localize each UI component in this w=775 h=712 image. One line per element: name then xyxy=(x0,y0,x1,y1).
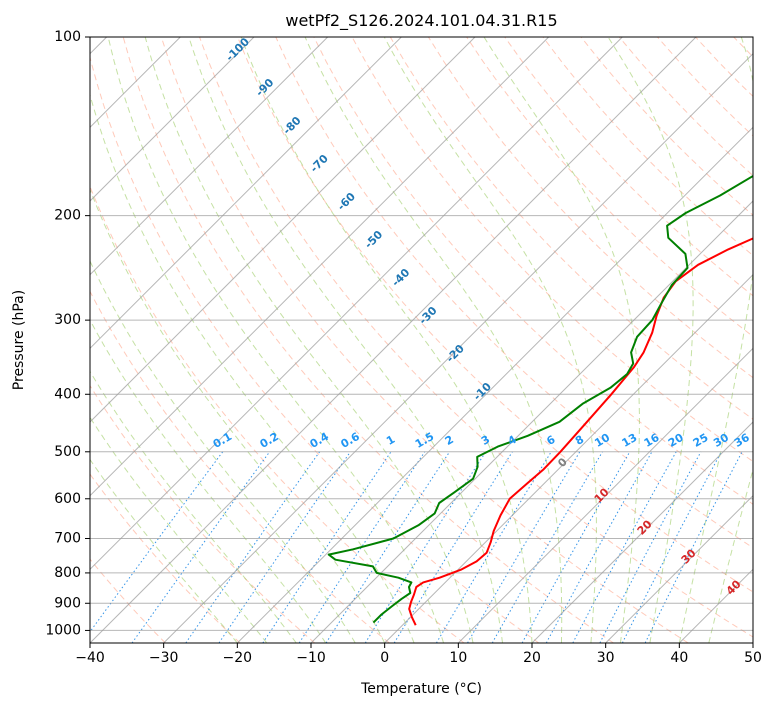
chart-title: wetPf2_S126.2024.101.04.31.R15 xyxy=(285,11,557,31)
y-axis-label: Pressure (hPa) xyxy=(11,290,27,390)
x-tick-label: 0 xyxy=(380,650,389,666)
y-tick-label: 800 xyxy=(54,565,81,581)
x-tick-label: 10 xyxy=(449,650,467,666)
x-tick-label: −10 xyxy=(296,650,326,666)
y-tick-label: 900 xyxy=(54,595,81,611)
x-tick-label: 40 xyxy=(670,650,688,666)
y-tick-label: 200 xyxy=(54,208,81,224)
y-tick-label: 600 xyxy=(54,491,81,507)
x-tick-label: −20 xyxy=(223,650,253,666)
x-tick-label: −40 xyxy=(75,650,105,666)
y-tick-label: 700 xyxy=(54,531,81,547)
y-tick-label: 300 xyxy=(54,312,81,328)
x-tick-label: 20 xyxy=(523,650,541,666)
y-tick-label: 400 xyxy=(54,386,81,402)
y-tick-label: 100 xyxy=(54,29,81,45)
y-tick-label: 500 xyxy=(54,444,81,460)
x-tick-label: 30 xyxy=(597,650,615,666)
x-tick-label: −30 xyxy=(149,650,179,666)
x-tick-label: 50 xyxy=(744,650,762,666)
y-tick-label: 1000 xyxy=(45,622,81,638)
x-axis-label: Temperature (°C) xyxy=(360,681,482,697)
